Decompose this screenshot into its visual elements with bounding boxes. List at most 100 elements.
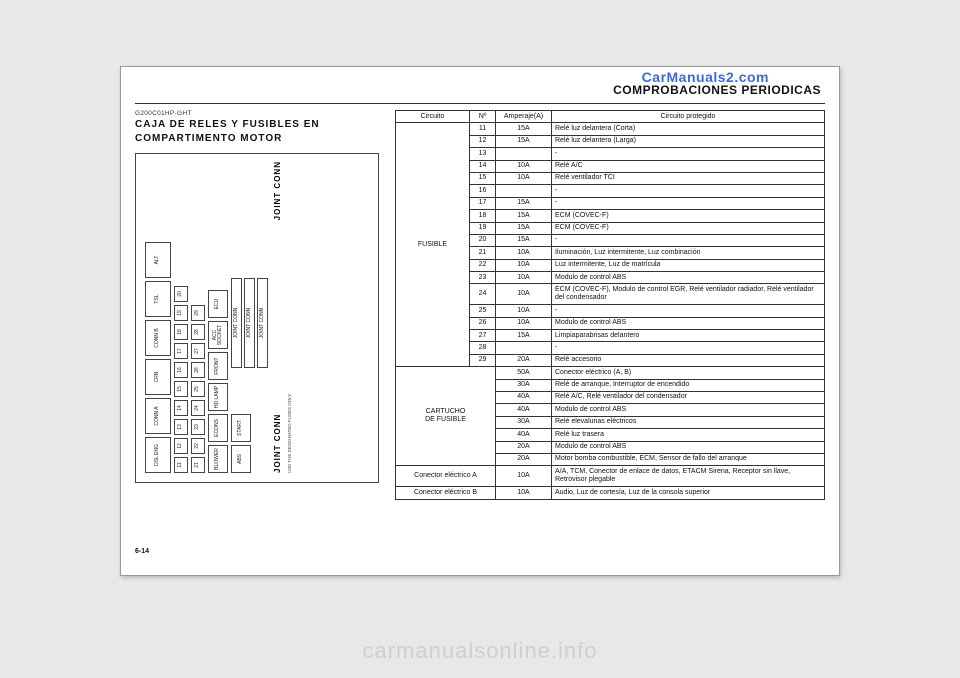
fuse-slot: 20 (174, 286, 188, 302)
relay-box: BLOWER (208, 445, 228, 473)
cell-num: 24 (470, 284, 496, 305)
cell-num: 17 (470, 197, 496, 209)
circuit-label-fusible: FUSIBLE (396, 123, 470, 367)
cell-amp: 20A (496, 441, 552, 453)
cell-amp: 15A (496, 135, 552, 147)
diagram-note: USE THE DESIGNATED FUSES ONLY (287, 161, 292, 473)
table-row: CARTUCHODE FUSIBLE50AConector eléctrico … (396, 367, 825, 379)
fuse-slot: 12 (174, 438, 188, 454)
cell-prot: Modulo de control ABS (552, 317, 825, 329)
cell-amp (496, 148, 552, 160)
fuse-table: Circuito Nº Amperaje(A) Circuito protegi… (395, 110, 825, 500)
cell-prot: Relé luz delantera (Corta) (552, 123, 825, 135)
cell-prot: Relé accesorio (552, 354, 825, 366)
fuse-slot: 22 (191, 438, 205, 454)
cell-amp: 10A (496, 160, 552, 172)
table-row: Conector eléctrico A10AA/A, TCM, Conecto… (396, 466, 825, 487)
fuse-slot: 29 (191, 305, 205, 321)
fuse-slot: 16 (174, 362, 188, 378)
joint-conn: JOINT CONN (244, 278, 255, 368)
fuse-slot: 14 (174, 400, 188, 416)
cell-amp: 40A (496, 429, 552, 441)
cell-amp: 15A (496, 123, 552, 135)
watermark-bottom: carmanualsonline.info (0, 638, 960, 664)
relay-box: DSL ENG (145, 437, 171, 473)
relay-box: CRN (145, 359, 171, 395)
joint-conn: JOINT CONN (231, 278, 242, 368)
cell-num: 29 (470, 354, 496, 366)
page-number: 6-14 (135, 548, 825, 555)
cell-amp (496, 185, 552, 197)
circuit-label-cartucho: CARTUCHODE FUSIBLE (396, 367, 496, 466)
cell-num: 13 (470, 148, 496, 160)
cell-num: 16 (470, 185, 496, 197)
fuse-slot: 24 (191, 400, 205, 416)
relay-box: CONN A (145, 398, 171, 434)
cell-prot: - (552, 234, 825, 246)
subtitle: CAJA DE RELES Y FUSIBLES EN COMPARTIMENT… (135, 118, 385, 145)
cell-amp: 10A (496, 284, 552, 305)
cell-prot: ECM (COVEC-F), Modulo de control EGR, Re… (552, 284, 825, 305)
fuse-slot: 23 (191, 419, 205, 435)
cell-amp: 10A (496, 466, 552, 487)
left-column: G200C01HP-GHT CAJA DE RELES Y FUSIBLES E… (135, 110, 385, 544)
fuse-slot: 25 (191, 381, 205, 397)
joint-conn-label: JOINT CONN (273, 161, 282, 220)
cell-amp (496, 342, 552, 354)
circuit-label-conn-a: Conector eléctrico A (396, 466, 496, 487)
cell-prot: ECM (COVEC-F) (552, 210, 825, 222)
relay-box: HD LAMP (208, 383, 228, 411)
diagram-inner: DSL ENG CONN A CRN CONN B TSL ALT 11 12 … (137, 153, 379, 481)
cell-amp: 15A (496, 234, 552, 246)
doc-code: G200C01HP-GHT (135, 110, 385, 117)
cell-prot: Limpiaparabrisas delantero (552, 330, 825, 342)
cell-num: 15 (470, 172, 496, 184)
th-prot: Circuito protegido (552, 111, 825, 123)
cell-amp: 30A (496, 379, 552, 391)
fuse-slot: 11 (174, 457, 188, 473)
cell-amp: 20A (496, 453, 552, 465)
cell-amp: 15A (496, 210, 552, 222)
cell-prot: A/A, TCM, Conector de enlace de datos, E… (552, 466, 825, 487)
cell-prot: Conector eléctrico (A, B) (552, 367, 825, 379)
fuse-slot: 21 (191, 457, 205, 473)
relay-box: ECONS (208, 414, 228, 442)
content-row: G200C01HP-GHT CAJA DE RELES Y FUSIBLES E… (135, 110, 825, 544)
cell-num: 22 (470, 259, 496, 271)
cell-num: 25 (470, 305, 496, 317)
cell-prot: - (552, 305, 825, 317)
cell-amp: 15A (496, 222, 552, 234)
cell-amp: 10A (496, 487, 552, 499)
cell-amp: 40A (496, 404, 552, 416)
fuse-slot: 26 (191, 362, 205, 378)
cell-prot: Modulo de control ABS (552, 441, 825, 453)
cell-amp: 40A (496, 391, 552, 403)
cell-prot: - (552, 185, 825, 197)
cell-prot: Relé ventilador TCI (552, 172, 825, 184)
joint-conn: JOINT CONN (257, 278, 268, 368)
cell-amp: 10A (496, 272, 552, 284)
cell-num: 26 (470, 317, 496, 329)
fuse-box-diagram: DSL ENG CONN A CRN CONN B TSL ALT 11 12 … (135, 153, 379, 483)
title-rule (135, 103, 825, 104)
cell-prot: Relé A/C (552, 160, 825, 172)
fuse-slot: 28 (191, 324, 205, 340)
relay-box: CONN B (145, 320, 171, 356)
cell-prot: Modulo de control ABS (552, 272, 825, 284)
cell-num: 20 (470, 234, 496, 246)
relay-box: ALT (145, 242, 171, 278)
cell-num: 19 (470, 222, 496, 234)
cell-amp: 20A (496, 354, 552, 366)
cell-prot: - (552, 148, 825, 160)
circuit-label-conn-b: Conector eléctrico B (396, 487, 496, 499)
table-row: Conector eléctrico B10AAudio, Luz de cor… (396, 487, 825, 499)
cell-prot: Relé A/C, Relé ventilador del condensado… (552, 391, 825, 403)
subtitle-line2: COMPARTIMENTO MOTOR (135, 133, 282, 144)
fuse-slot: 27 (191, 343, 205, 359)
cell-amp: 10A (496, 317, 552, 329)
cell-num: 21 (470, 247, 496, 259)
cell-amp: 10A (496, 305, 552, 317)
cell-prot: Relé luz delantera (Larga) (552, 135, 825, 147)
relay-box: ABS (231, 445, 251, 473)
joint-conn-label: JOINT CONN (273, 414, 282, 473)
